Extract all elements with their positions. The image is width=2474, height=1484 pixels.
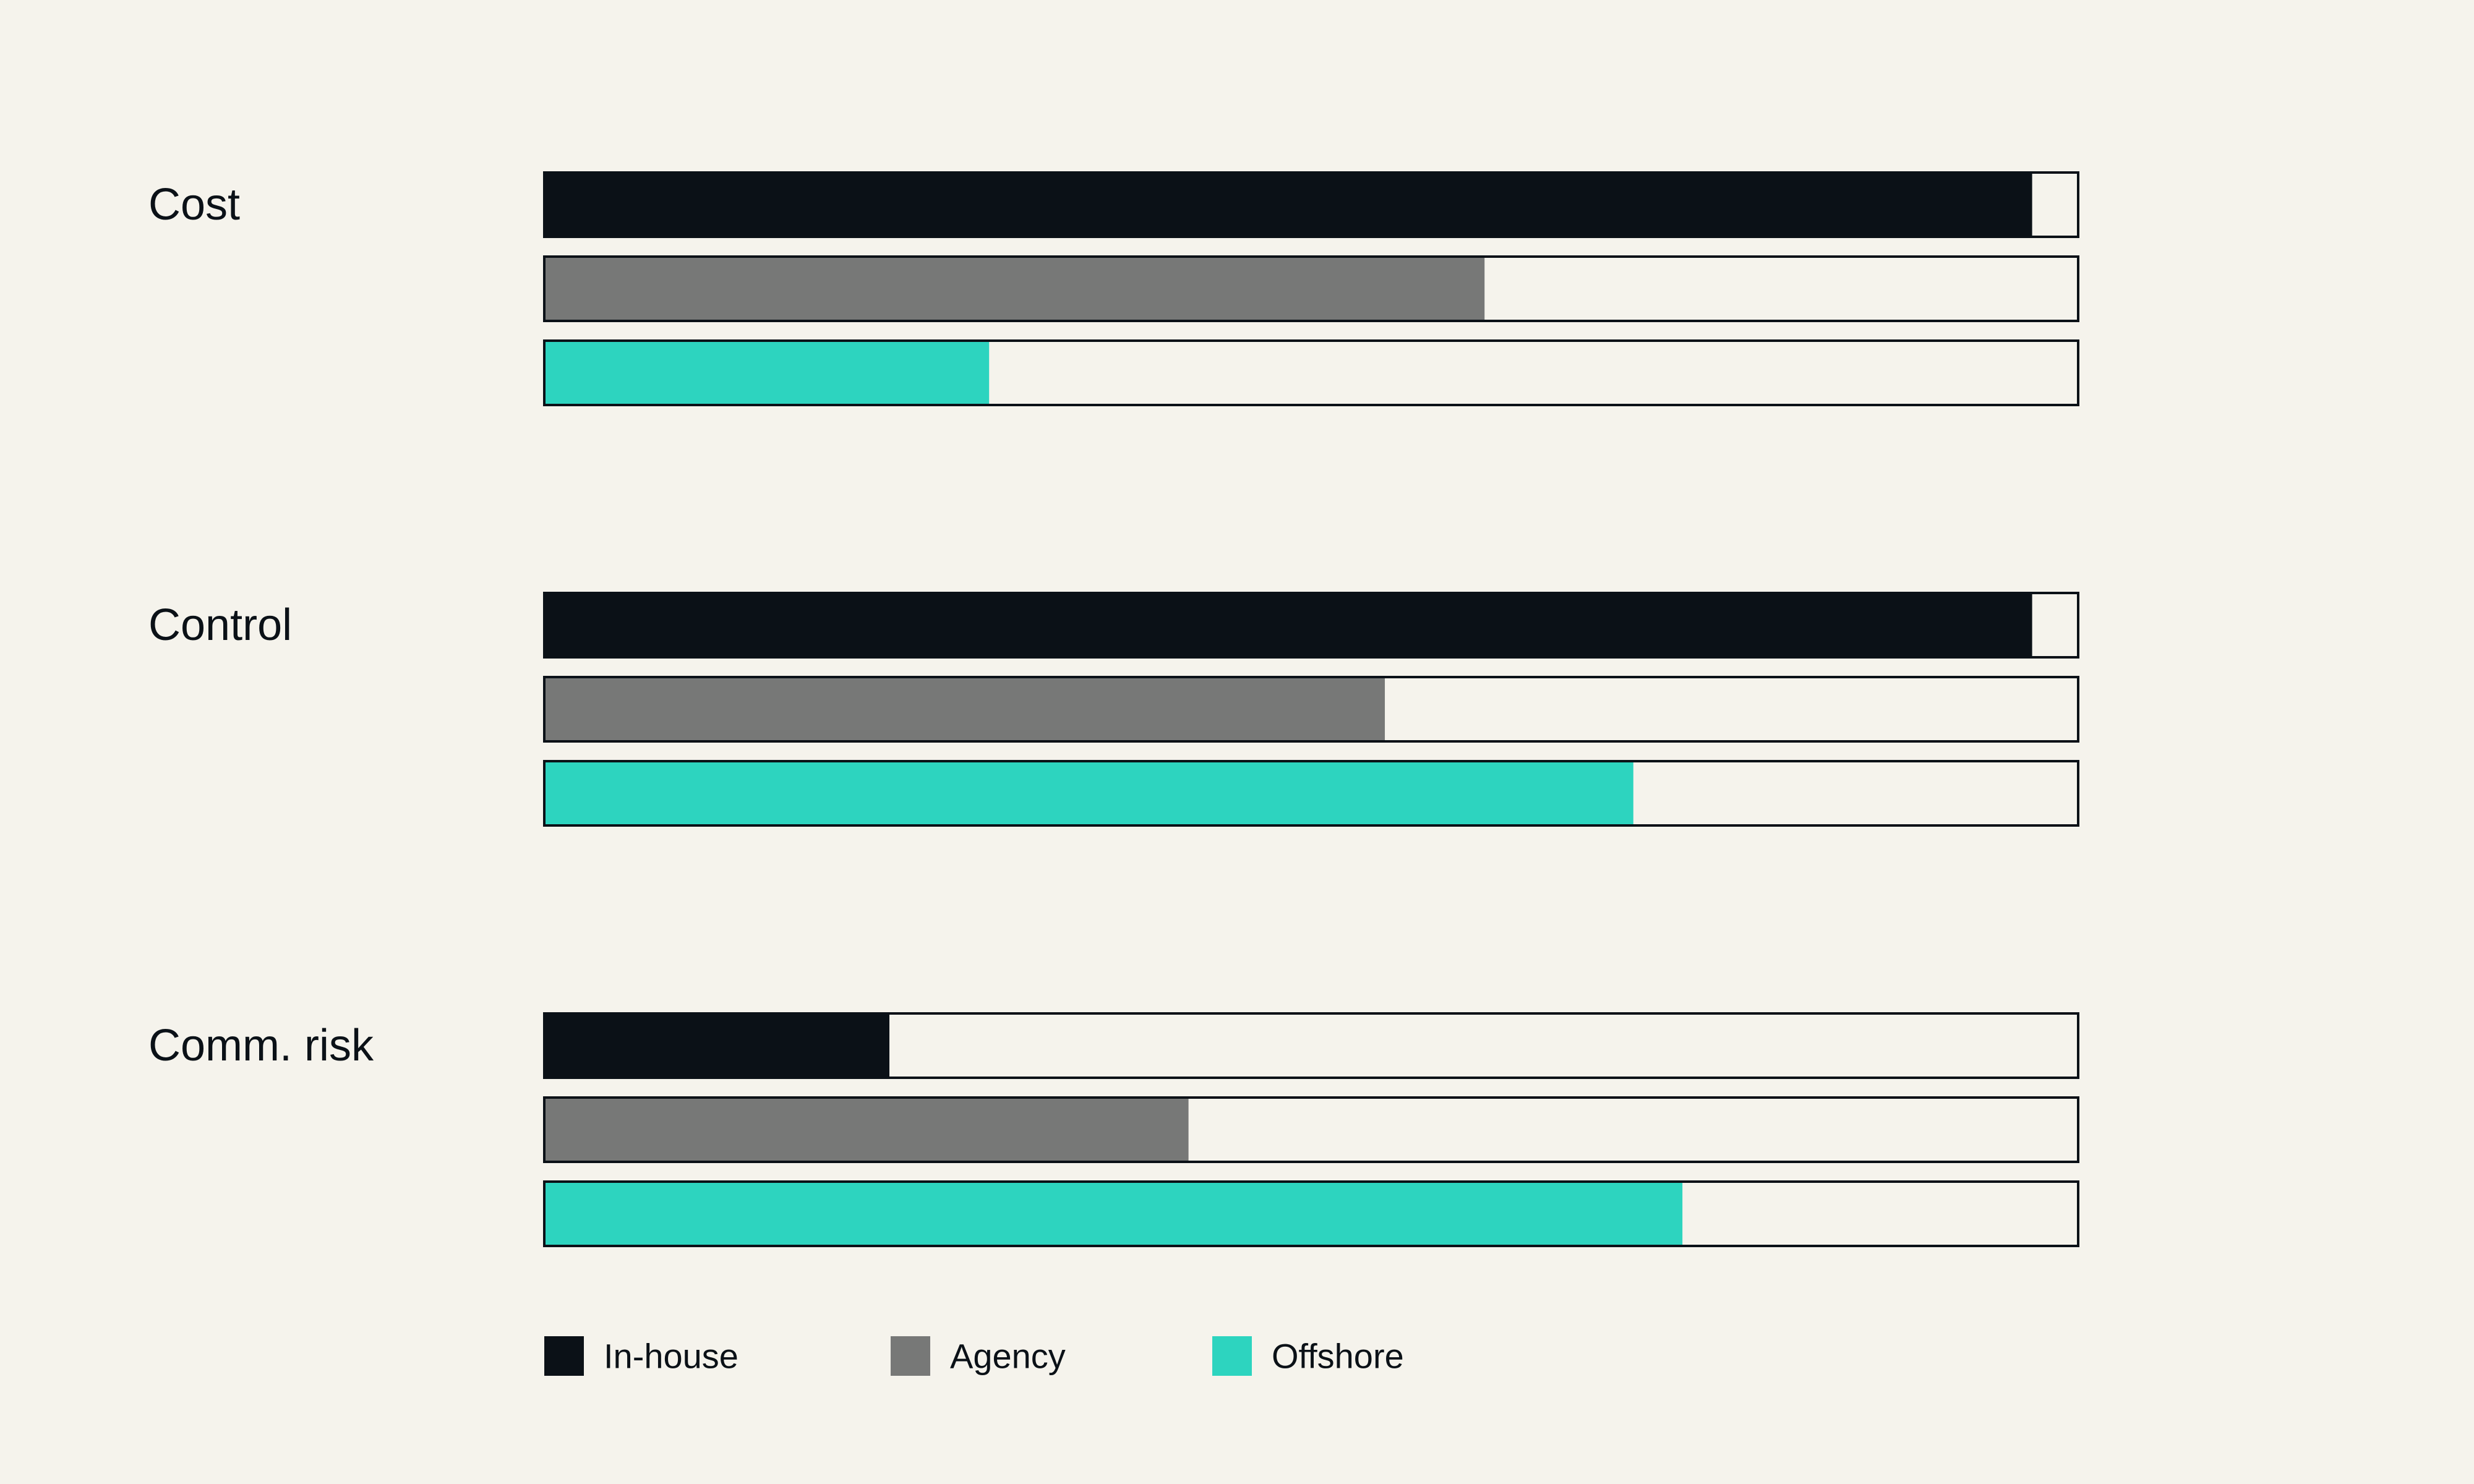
bar-cost-in-house xyxy=(546,174,2032,236)
legend-swatch-in-house xyxy=(544,1336,584,1376)
bar-comm-risk-in-house xyxy=(546,1015,889,1077)
bar-control-in-house xyxy=(546,594,2032,656)
bar-control-agency xyxy=(546,678,1385,740)
legend-swatch-agency xyxy=(891,1336,930,1376)
bar-comm-risk-offshore xyxy=(546,1183,1683,1245)
legend-label-agency: Agency xyxy=(950,1337,1066,1376)
bar-cost-agency xyxy=(546,258,1485,320)
category-label-comm-risk: Comm. risk xyxy=(148,1021,374,1070)
bar-cost-offshore xyxy=(546,342,990,404)
bar-control-offshore xyxy=(546,762,1633,824)
category-label-cost: Cost xyxy=(148,180,240,229)
legend-swatch-offshore xyxy=(1212,1336,1252,1376)
category-label-control: Control xyxy=(148,600,292,650)
legend-label-in-house: In-house xyxy=(604,1337,738,1376)
bar-comm-risk-agency xyxy=(546,1099,1189,1161)
legend-label-offshore: Offshore xyxy=(1272,1337,1404,1376)
